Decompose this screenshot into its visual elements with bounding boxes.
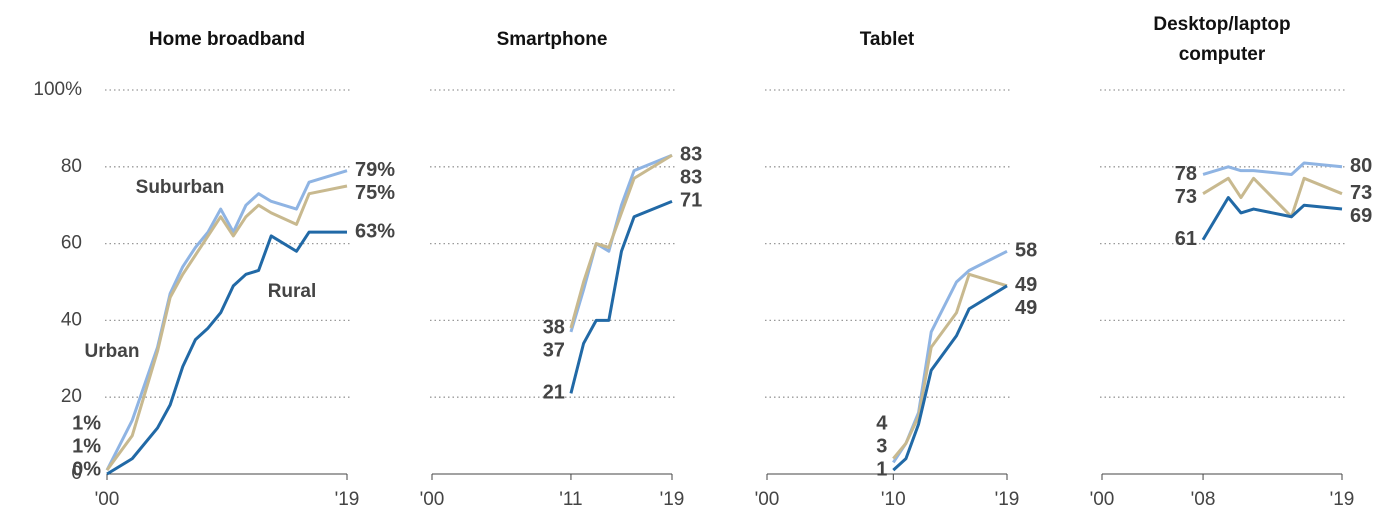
x-tick-label: '00 xyxy=(755,489,780,510)
x-tick-label: '19 xyxy=(995,489,1020,510)
series-line xyxy=(892,284,1008,472)
x-tick-label: '10 xyxy=(881,489,906,510)
value-label: 58 xyxy=(1015,240,1037,262)
value-label: 49 xyxy=(1015,274,1037,296)
x-tick-label: '11 xyxy=(559,489,582,510)
panel-title: Tablet xyxy=(859,29,915,50)
x-tick-label: '08 xyxy=(1191,489,1216,510)
value-label: 83 xyxy=(680,167,702,189)
value-label: 78 xyxy=(1175,163,1197,185)
value-label: 37 xyxy=(543,339,565,361)
y-tick-label: 100% xyxy=(33,79,82,100)
x-tick-label: '19 xyxy=(335,489,360,510)
value-label: 0% xyxy=(72,458,101,480)
panel-title: Smartphone xyxy=(496,29,608,50)
x-tick-label: '00 xyxy=(95,489,120,510)
y-tick-label: 60 xyxy=(61,233,82,254)
value-label: 3 xyxy=(876,435,887,457)
x-tick-label: '00 xyxy=(420,489,445,510)
value-label: 1% xyxy=(72,412,101,434)
value-label: 79% xyxy=(355,159,395,181)
y-tick-label: 80 xyxy=(61,156,82,177)
value-label: 1 xyxy=(876,458,887,480)
series-name: Suburban xyxy=(136,177,225,198)
series-name: Rural xyxy=(268,281,317,302)
x-tick-label: '19 xyxy=(660,489,685,510)
value-label: 71 xyxy=(680,190,702,212)
value-label: 69 xyxy=(1350,205,1372,227)
series-line xyxy=(106,230,347,476)
x-tick-label: '00 xyxy=(1090,489,1115,510)
series-line xyxy=(569,153,673,329)
y-tick-label: 40 xyxy=(61,309,82,330)
x-tick-label: '19 xyxy=(1330,489,1355,510)
value-label: 61 xyxy=(1175,228,1197,250)
series-line xyxy=(569,153,673,333)
value-label: 21 xyxy=(543,382,565,404)
value-label: 49 xyxy=(1015,297,1037,319)
y-tick-label: 20 xyxy=(61,386,82,407)
value-label: 73 xyxy=(1350,182,1372,204)
series-line xyxy=(105,184,348,472)
value-label: 83 xyxy=(680,144,702,166)
value-label: 80 xyxy=(1350,155,1372,177)
value-label: 75% xyxy=(355,182,395,204)
series-line xyxy=(1202,176,1343,219)
y-tick-label: 0 xyxy=(71,463,82,484)
value-label: 4 xyxy=(876,412,888,434)
panel-title: Desktop/laptop computer xyxy=(1153,14,1291,65)
series-line xyxy=(1202,161,1343,176)
value-label: 38 xyxy=(543,316,565,338)
series-line xyxy=(1201,196,1343,241)
panel-title: Home broadband xyxy=(148,29,306,50)
series-name: Urban xyxy=(85,341,140,362)
value-label: 73 xyxy=(1175,186,1197,208)
value-label: 63% xyxy=(355,220,395,242)
series-line xyxy=(569,199,673,394)
series-line xyxy=(892,272,1008,460)
value-label: 1% xyxy=(72,435,101,457)
